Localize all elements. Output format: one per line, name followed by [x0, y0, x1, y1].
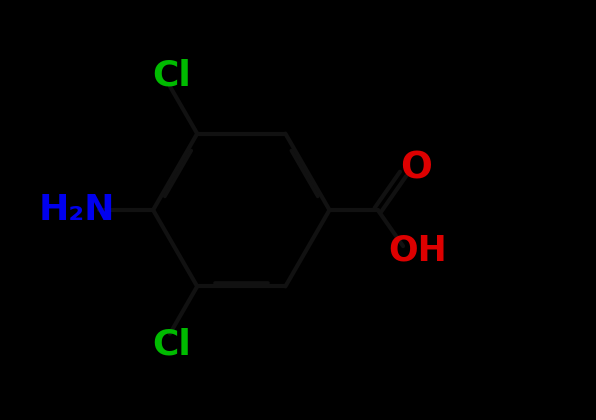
Text: Cl: Cl [152, 59, 191, 93]
Text: Cl: Cl [152, 327, 191, 361]
Text: OH: OH [389, 234, 447, 267]
Text: H₂N: H₂N [38, 193, 115, 227]
Text: O: O [400, 151, 432, 187]
